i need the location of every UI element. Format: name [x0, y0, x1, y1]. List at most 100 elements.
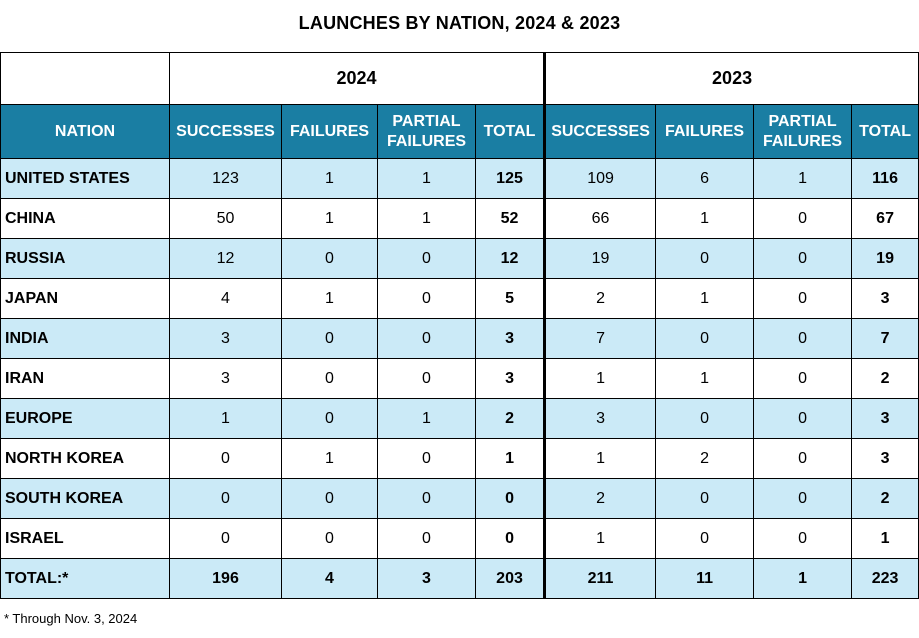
cell-total-2024: 2 [474, 398, 546, 439]
table-row: EUROPE 1 0 1 2 3 0 0 3 [0, 398, 919, 439]
cell-total-2024: 5 [474, 278, 546, 319]
table-row: CHINA 50 1 1 52 66 1 0 67 [0, 198, 919, 239]
cell-successes-2023: 109 [543, 158, 657, 199]
cell-failures-2024: 1 [281, 158, 378, 199]
cell-partial-failures-2023: 0 [753, 278, 853, 319]
table-row: RUSSIA 12 0 0 12 19 0 0 19 [0, 238, 919, 279]
table-row: UNITED STATES 123 1 1 125 109 6 1 116 [0, 158, 919, 199]
cell-partial-failures-2023: 0 [753, 318, 853, 359]
cell-failures-2024: 1 [281, 278, 378, 319]
cell-failures-2024: 1 [281, 438, 378, 479]
column-header-successes-2023: SUCCESSES [543, 104, 657, 159]
nation-cell: EUROPE [0, 398, 170, 439]
table-row: SOUTH KOREA 0 0 0 0 2 0 0 2 [0, 478, 919, 519]
total-row: TOTAL:* 196 4 3 203 211 11 1 223 [0, 558, 919, 599]
cell-successes-2023: 1 [543, 358, 657, 399]
cell-partial-failures-2024: 0 [377, 358, 476, 399]
cell-failures-2024: 1 [281, 198, 378, 239]
table-row: INDIA 3 0 0 3 7 0 0 7 [0, 318, 919, 359]
column-header-row: NATION SUCCESSES FAILURES PARTIAL FAILUR… [0, 104, 919, 159]
table-body: UNITED STATES 123 1 1 125 109 6 1 116 CHINA 50 1 1 52… [0, 158, 919, 599]
footnote: * Through Nov. 3, 2024 [4, 611, 138, 626]
cell-successes-2023: 1 [543, 438, 657, 479]
cell-total-2024: 0 [474, 518, 546, 559]
cell-partial-failures-2024: 3 [377, 558, 476, 599]
cell-successes-2024: 3 [169, 318, 282, 359]
cell-successes-2024: 123 [169, 158, 282, 199]
year-header-row: 2024 2023 [0, 52, 919, 105]
cell-successes-2024: 3 [169, 358, 282, 399]
empty-corner-cell [0, 52, 170, 105]
cell-failures-2023: 1 [655, 198, 755, 239]
nation-cell: ISRAEL [0, 518, 170, 559]
cell-partial-failures-2024: 0 [377, 278, 476, 319]
cell-failures-2024: 0 [281, 478, 378, 519]
cell-failures-2023: 2 [655, 438, 755, 479]
column-header-total-2024: TOTAL [474, 104, 546, 159]
cell-successes-2023: 1 [543, 518, 657, 559]
cell-failures-2024: 4 [281, 558, 378, 599]
cell-successes-2023: 2 [543, 478, 657, 519]
total-label-cell: TOTAL:* [0, 558, 170, 599]
cell-failures-2024: 0 [281, 358, 378, 399]
cell-partial-failures-2023: 1 [753, 558, 853, 599]
cell-failures-2023: 0 [655, 518, 755, 559]
nation-cell: RUSSIA [0, 238, 170, 279]
launches-table: 2024 2023 NATION SUCCESSES FAILURES PART… [0, 52, 919, 599]
cell-total-2024: 125 [474, 158, 546, 199]
cell-failures-2024: 0 [281, 318, 378, 359]
table-title: LAUNCHES BY NATION, 2024 & 2023 [298, 13, 621, 33]
table-row: NORTH KOREA 0 1 0 1 1 2 0 3 [0, 438, 919, 479]
cell-successes-2024: 0 [169, 478, 282, 519]
cell-failures-2023: 0 [655, 238, 755, 279]
column-header-successes-2024: SUCCESSES [169, 104, 282, 159]
cell-successes-2024: 4 [169, 278, 282, 319]
cell-failures-2023: 11 [655, 558, 755, 599]
cell-total-2023: 3 [851, 398, 919, 439]
table-row: ISRAEL 0 0 0 0 1 0 0 1 [0, 518, 919, 559]
cell-total-2024: 0 [474, 478, 546, 519]
nation-cell: NORTH KOREA [0, 438, 170, 479]
cell-total-2023: 2 [851, 478, 919, 519]
cell-total-2023: 3 [851, 278, 919, 319]
cell-failures-2023: 0 [655, 478, 755, 519]
cell-total-2023: 223 [851, 558, 919, 599]
cell-successes-2024: 12 [169, 238, 282, 279]
cell-partial-failures-2023: 0 [753, 238, 853, 279]
cell-successes-2023: 3 [543, 398, 657, 439]
cell-successes-2024: 50 [169, 198, 282, 239]
cell-successes-2024: 0 [169, 438, 282, 479]
cell-partial-failures-2024: 0 [377, 238, 476, 279]
cell-failures-2024: 0 [281, 238, 378, 279]
cell-failures-2024: 0 [281, 518, 378, 559]
cell-successes-2023: 7 [543, 318, 657, 359]
cell-partial-failures-2024: 0 [377, 518, 476, 559]
cell-partial-failures-2024: 0 [377, 478, 476, 519]
column-header-partial-failures-2023: PARTIAL FAILURES [753, 104, 853, 159]
cell-failures-2024: 0 [281, 398, 378, 439]
cell-successes-2023: 66 [543, 198, 657, 239]
nation-cell: JAPAN [0, 278, 170, 319]
table-row: JAPAN 4 1 0 5 2 1 0 3 [0, 278, 919, 319]
cell-total-2024: 3 [474, 318, 546, 359]
cell-successes-2024: 196 [169, 558, 282, 599]
cell-total-2024: 12 [474, 238, 546, 279]
nation-cell: IRAN [0, 358, 170, 399]
cell-successes-2024: 0 [169, 518, 282, 559]
cell-total-2024: 3 [474, 358, 546, 399]
cell-partial-failures-2024: 0 [377, 318, 476, 359]
column-header-failures-2023: FAILURES [655, 104, 755, 159]
cell-failures-2023: 0 [655, 318, 755, 359]
nation-cell: INDIA [0, 318, 170, 359]
nation-cell: UNITED STATES [0, 158, 170, 199]
cell-total-2023: 67 [851, 198, 919, 239]
cell-total-2023: 2 [851, 358, 919, 399]
cell-total-2024: 203 [474, 558, 546, 599]
cell-failures-2023: 1 [655, 278, 755, 319]
column-header-failures-2024: FAILURES [281, 104, 378, 159]
column-header-partial-failures-2024: PARTIAL FAILURES [377, 104, 476, 159]
cell-partial-failures-2024: 1 [377, 158, 476, 199]
cell-partial-failures-2023: 0 [753, 518, 853, 559]
cell-successes-2023: 2 [543, 278, 657, 319]
year-header-2024: 2024 [168, 52, 546, 105]
